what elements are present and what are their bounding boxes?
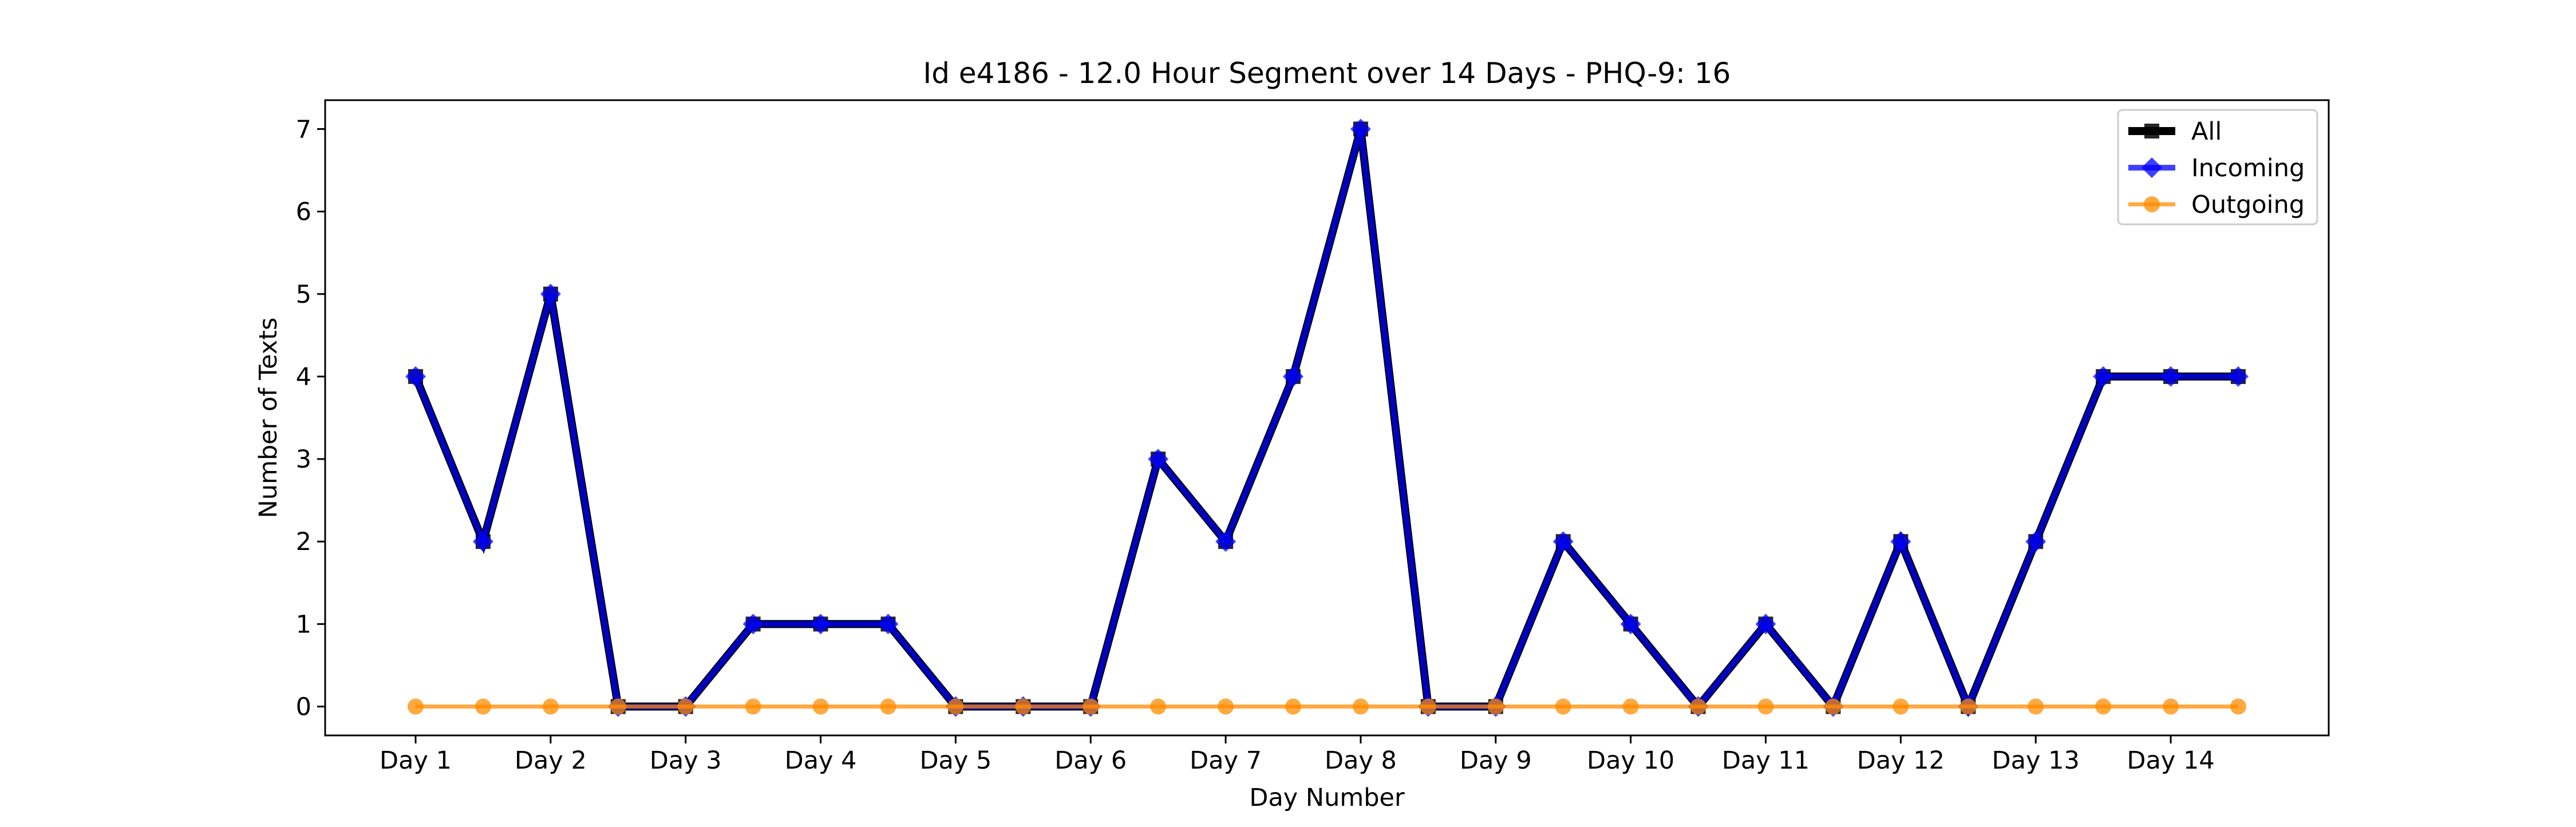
series-all xyxy=(408,121,2246,718)
series-incoming xyxy=(405,118,2249,717)
data-point-outgoing xyxy=(1757,698,1774,715)
data-point-outgoing xyxy=(677,698,694,715)
data-point-incoming xyxy=(1755,614,1776,635)
data-point-outgoing xyxy=(2028,698,2044,715)
data-point-outgoing xyxy=(812,698,829,715)
data-point-outgoing xyxy=(610,698,626,715)
series-line-all xyxy=(412,128,2238,718)
data-point-outgoing xyxy=(408,698,424,715)
plot-frame xyxy=(324,99,2330,737)
x-tick-label: Day 1 xyxy=(380,746,452,775)
data-point-outgoing xyxy=(947,698,964,715)
data-point-outgoing xyxy=(1487,698,1504,715)
plot-area: 0 1 2 3 4 5 6 7 Day 1 Day 2 Day 3 Day 4 Day 5 Day 6 Da… xyxy=(296,115,2249,775)
y-tick-label: 4 xyxy=(296,363,311,391)
y-tick-label: 5 xyxy=(296,280,311,309)
data-point-outgoing xyxy=(1285,698,1302,715)
legend-marker-outgoing xyxy=(2144,196,2160,212)
y-tick-label: 0 xyxy=(296,693,311,722)
data-point-outgoing xyxy=(1555,698,1571,715)
data-point-incoming xyxy=(1148,449,1169,470)
data-point-outgoing xyxy=(1420,698,1436,715)
data-point-incoming xyxy=(2160,366,2182,387)
data-point-outgoing xyxy=(475,698,491,715)
data-point-outgoing xyxy=(1218,698,1234,715)
data-point-incoming xyxy=(1350,118,1371,140)
x-tick-label: Day 3 xyxy=(650,746,722,775)
data-point-outgoing xyxy=(1893,698,1909,715)
y-tick-label: 6 xyxy=(296,198,311,227)
chart-title: Id e4186 - 12.0 Hour Segment over 14 Day… xyxy=(923,57,1731,90)
x-tick-label: Day 9 xyxy=(1460,746,1532,775)
x-tick-label: Day 2 xyxy=(515,746,587,775)
data-point-outgoing xyxy=(542,698,559,715)
x-tick-label: Day 12 xyxy=(1857,746,1945,775)
data-point-incoming xyxy=(1215,531,1236,552)
data-point-incoming xyxy=(2093,366,2114,387)
data-point-incoming xyxy=(1552,531,1574,552)
data-point-incoming xyxy=(1283,366,1304,387)
x-tick-label: Day 14 xyxy=(2127,746,2214,775)
x-axis-label: Day Number xyxy=(1249,784,1405,812)
legend-label-all: All xyxy=(2191,117,2222,146)
x-tick-label: Day 4 xyxy=(785,746,857,775)
data-point-outgoing xyxy=(1015,698,1032,715)
x-tick-label: Day 5 xyxy=(919,746,991,775)
x-tick-label: Day 6 xyxy=(1054,746,1127,775)
data-point-incoming xyxy=(405,366,426,387)
data-point-outgoing xyxy=(2230,698,2246,715)
x-tick-label: Day 10 xyxy=(1587,746,1674,775)
data-point-outgoing xyxy=(1352,698,1369,715)
data-point-incoming xyxy=(1620,614,1641,635)
data-point-outgoing xyxy=(745,698,761,715)
data-point-outgoing xyxy=(1622,698,1639,715)
data-point-incoming xyxy=(2227,366,2249,387)
data-point-outgoing xyxy=(1825,698,1842,715)
y-tick-label: 3 xyxy=(296,445,311,474)
x-tick-label: Day 7 xyxy=(1190,746,1262,775)
data-point-outgoing xyxy=(1690,698,1706,715)
legend: All Incoming Outgoing xyxy=(2117,109,2318,225)
data-point-outgoing xyxy=(1082,698,1099,715)
data-point-incoming xyxy=(810,614,831,635)
legend-marker-incoming xyxy=(2142,157,2162,178)
data-point-incoming xyxy=(2025,531,2046,552)
legend-label-incoming: Incoming xyxy=(2191,154,2305,183)
x-tick-label: Day 13 xyxy=(1992,746,2080,775)
y-tick-label: 2 xyxy=(296,528,311,556)
legend-box xyxy=(2117,109,2318,225)
data-point-outgoing xyxy=(1150,698,1167,715)
data-point-incoming xyxy=(742,614,764,635)
y-axis-label: Number of Texts xyxy=(254,318,283,519)
legend-label-outgoing: Outgoing xyxy=(2191,191,2305,219)
data-point-outgoing xyxy=(2163,698,2179,715)
data-point-incoming xyxy=(878,614,899,635)
data-point-outgoing xyxy=(880,698,896,715)
data-point-outgoing xyxy=(1960,698,1977,715)
y-tick-label: 1 xyxy=(296,610,311,639)
y-tick-label: 7 xyxy=(296,115,311,144)
x-tick-label: Day 11 xyxy=(1722,746,1809,775)
legend-marker-all xyxy=(2144,124,2159,139)
data-point-incoming xyxy=(472,531,493,552)
x-tick-label: Day 8 xyxy=(1325,746,1397,775)
series-outgoing xyxy=(408,698,2246,715)
series-line-incoming xyxy=(413,128,2238,714)
data-point-incoming xyxy=(540,283,561,304)
data-point-incoming xyxy=(1890,531,1911,552)
data-point-outgoing xyxy=(2095,698,2112,715)
